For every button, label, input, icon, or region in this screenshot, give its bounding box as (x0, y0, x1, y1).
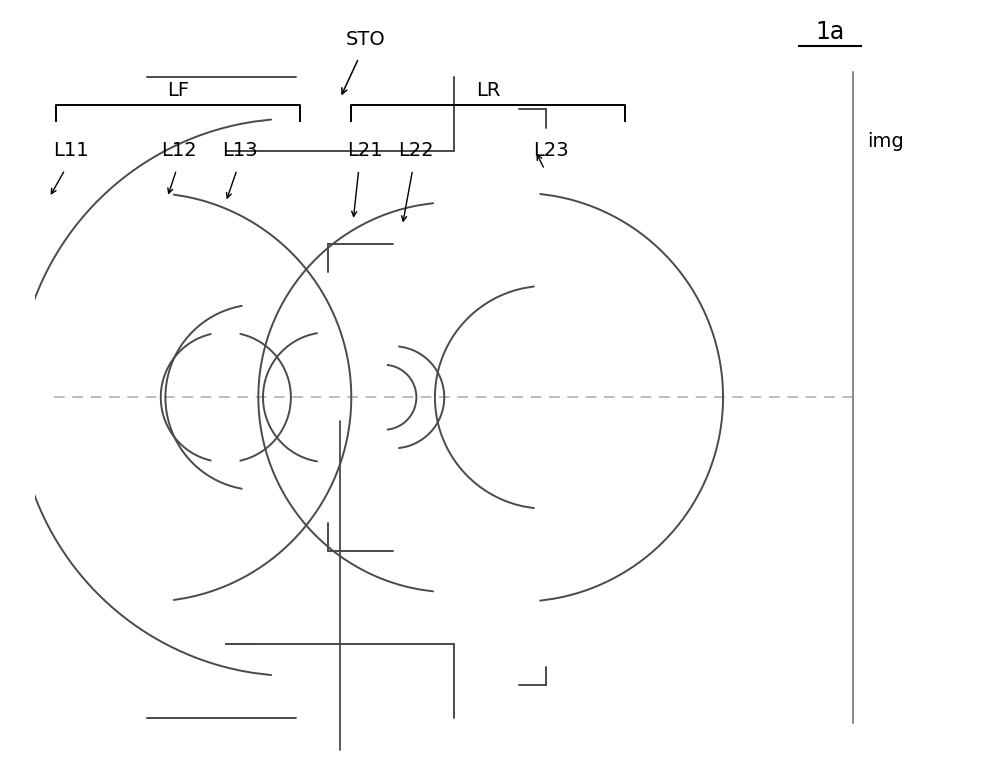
Text: L21: L21 (347, 141, 383, 161)
Text: L23: L23 (533, 141, 569, 161)
Text: STO: STO (345, 29, 385, 49)
Text: L12: L12 (162, 141, 197, 161)
Text: LF: LF (167, 81, 189, 100)
Text: 1a: 1a (815, 20, 845, 44)
Text: L11: L11 (53, 141, 88, 161)
Text: L13: L13 (222, 141, 258, 161)
Text: LR: LR (476, 81, 501, 100)
Text: img: img (867, 132, 904, 151)
Text: L22: L22 (399, 141, 434, 161)
